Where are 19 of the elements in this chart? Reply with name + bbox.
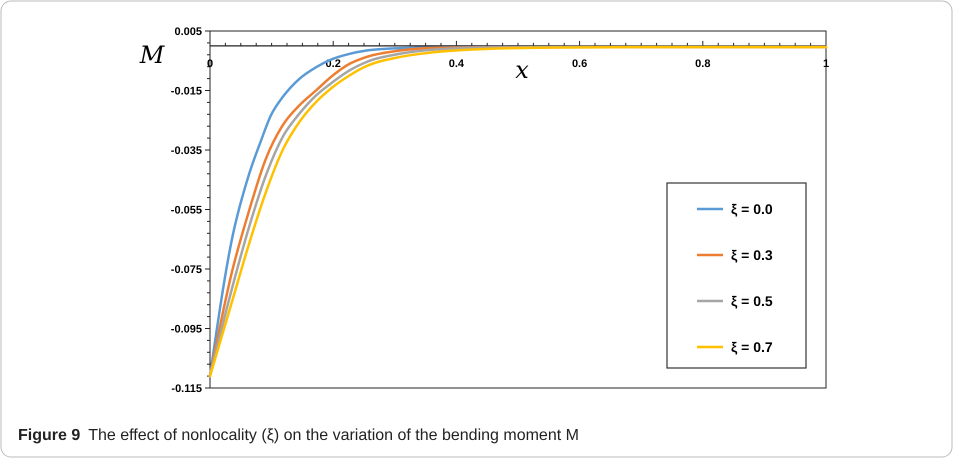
text: The effect of nonlocality (ξ) on the variation of the bending moment M <box>88 427 579 444</box>
line-series <box>208 46 828 378</box>
legend-label: ξ = 0.7 <box>731 338 773 355</box>
y-tick-label: -0.115 <box>171 382 202 395</box>
y-axis-title: M <box>138 41 166 69</box>
y-tick-label: 0.005 <box>174 26 202 38</box>
y-tick-label: -0.015 <box>170 85 202 98</box>
x-tick-label: 0.6 <box>572 58 588 70</box>
caption: Figure 9 <box>18 427 80 444</box>
legend-label: ξ = 0.5 <box>731 292 773 309</box>
legend-label: ξ = 0.0 <box>731 200 773 217</box>
y-tick-label: -0.035 <box>170 144 202 157</box>
x-tick-label: 0.4 <box>448 58 465 70</box>
y-tick-label: -0.075 <box>170 264 202 276</box>
x-axis-title: x <box>515 56 530 84</box>
legend-label: ξ = 0.3 <box>731 246 773 263</box>
y-tick-label: -0.095 <box>170 323 202 336</box>
x-tick-label: 0.8 <box>695 58 710 70</box>
y-tick-label: -0.055 <box>170 204 202 216</box>
